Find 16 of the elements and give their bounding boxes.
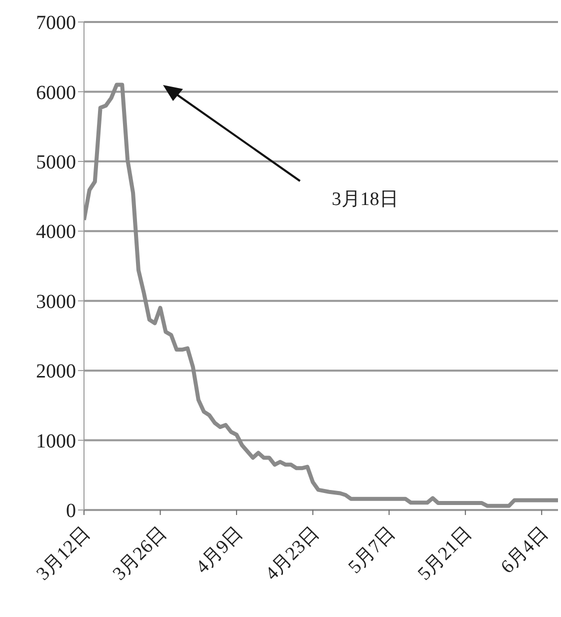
x-tick-label: 4月23日 [262,522,324,585]
y-tick-label: 3000 [36,290,76,313]
y-tick-label: 2000 [36,360,76,383]
x-tick-label: 6月4日 [497,522,552,578]
x-tick-label: 5月7日 [344,522,400,578]
x-tick-label: 5月21日 [414,522,476,585]
y-tick-label: 7000 [36,12,76,34]
annotation: 3月18日 [332,189,398,210]
y-tick-label: 1000 [36,430,76,452]
x-tick-label: 3月26日 [109,522,171,585]
y-tick-label: 5000 [36,152,76,174]
y-tick-label: 6000 [36,82,76,104]
y-tick-label: 0 [66,500,76,522]
x-tick-label: 3月12日 [32,522,95,585]
x-tick-label: 4月9日 [192,522,248,578]
y-tick-label: 4000 [36,221,76,244]
